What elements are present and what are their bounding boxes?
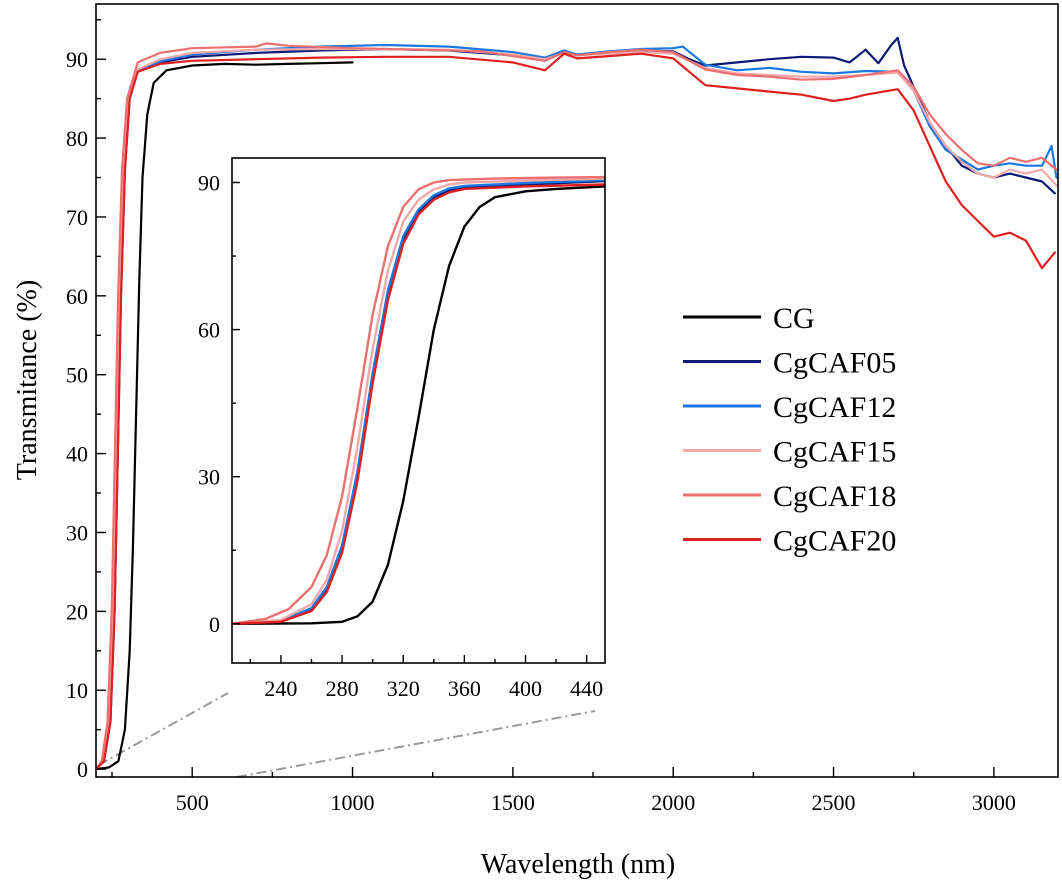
zoom-guide-lines [98,692,596,778]
main-series-cgcaf15 [96,47,1058,771]
inset-frame [231,157,606,664]
main-y-tick-label: 60 [66,284,88,309]
main-y-tick-label: 90 [66,47,88,72]
zoom-line-left [98,692,229,766]
main-y-tick-label: 40 [66,442,88,467]
inset-series-cgcaf15 [232,177,605,625]
legend-label-cgcaf15: CgCAF15 [773,436,896,469]
inset-plot-area: 240 280 320 360 400 440 0 30 60 90 [198,157,606,701]
inset-x-tick-label: 320 [387,676,420,701]
zoom-line-right [236,710,596,778]
inset-series-group [232,175,605,625]
main-series-cg [96,61,354,771]
inset-x-tick-label: 400 [509,676,542,701]
main-x-tick-label: 2000 [651,790,695,815]
main-x-tick-label: 500 [176,790,209,815]
main-y-tick-label: 0 [77,757,88,782]
inset-series-cgcaf20 [232,183,605,625]
main-series-cgcaf18 [96,42,1058,771]
main-y-tick-label: 20 [66,599,88,624]
legend: CG CgCAF05 CgCAF12 CgCAF15 CgCAF18 CgCAF20 [683,302,896,558]
inset-y-tick-label: 90 [198,171,220,196]
main-series-cgcaf20 [96,52,1056,771]
main-x-tick-label: 2500 [812,790,856,815]
main-frame [95,3,1059,778]
main-plot-area: 500 1000 1500 2000 2500 3000 0 10 20 30 40 50 60 70 80… [66,3,1059,815]
inset-y-tick-label: 60 [198,318,220,343]
x-axis-title: Wavelength (nm) [481,849,675,880]
inset-x-tick-label: 280 [326,676,359,701]
main-y-tick-label: 50 [66,363,88,388]
main-y-tick-label: 10 [66,678,88,703]
inset-series-cgcaf18 [232,175,605,625]
inset-y-tick-label: 30 [198,465,220,490]
inset-series-cgcaf12 [232,178,605,625]
main-x-tick-label: 1500 [491,790,535,815]
inset-background [232,158,605,663]
main-x-tick-label: 3000 [972,790,1016,815]
legend-label-cgcaf20: CgCAF20 [773,525,896,558]
legend-label-cgcaf18: CgCAF18 [773,480,896,513]
y-axis-title: Transmitance (%) [12,280,43,480]
main-series-group [96,36,1058,771]
inset-x-tick-label: 240 [264,676,297,701]
inset-y-tick-label: 0 [209,612,220,637]
inset-series-cg [232,185,605,625]
legend-label-cg: CG [773,302,815,335]
inset-x-tick-label: 440 [570,676,603,701]
main-y-tick-label: 80 [66,126,88,151]
inset-x-tick-label: 360 [448,676,481,701]
main-y-tick-label: 70 [66,205,88,230]
main-y-tick-label: 30 [66,520,88,545]
legend-label-cgcaf05: CgCAF05 [773,347,896,380]
main-x-tick-label: 1000 [331,790,375,815]
legend-label-cgcaf12: CgCAF12 [773,391,896,424]
